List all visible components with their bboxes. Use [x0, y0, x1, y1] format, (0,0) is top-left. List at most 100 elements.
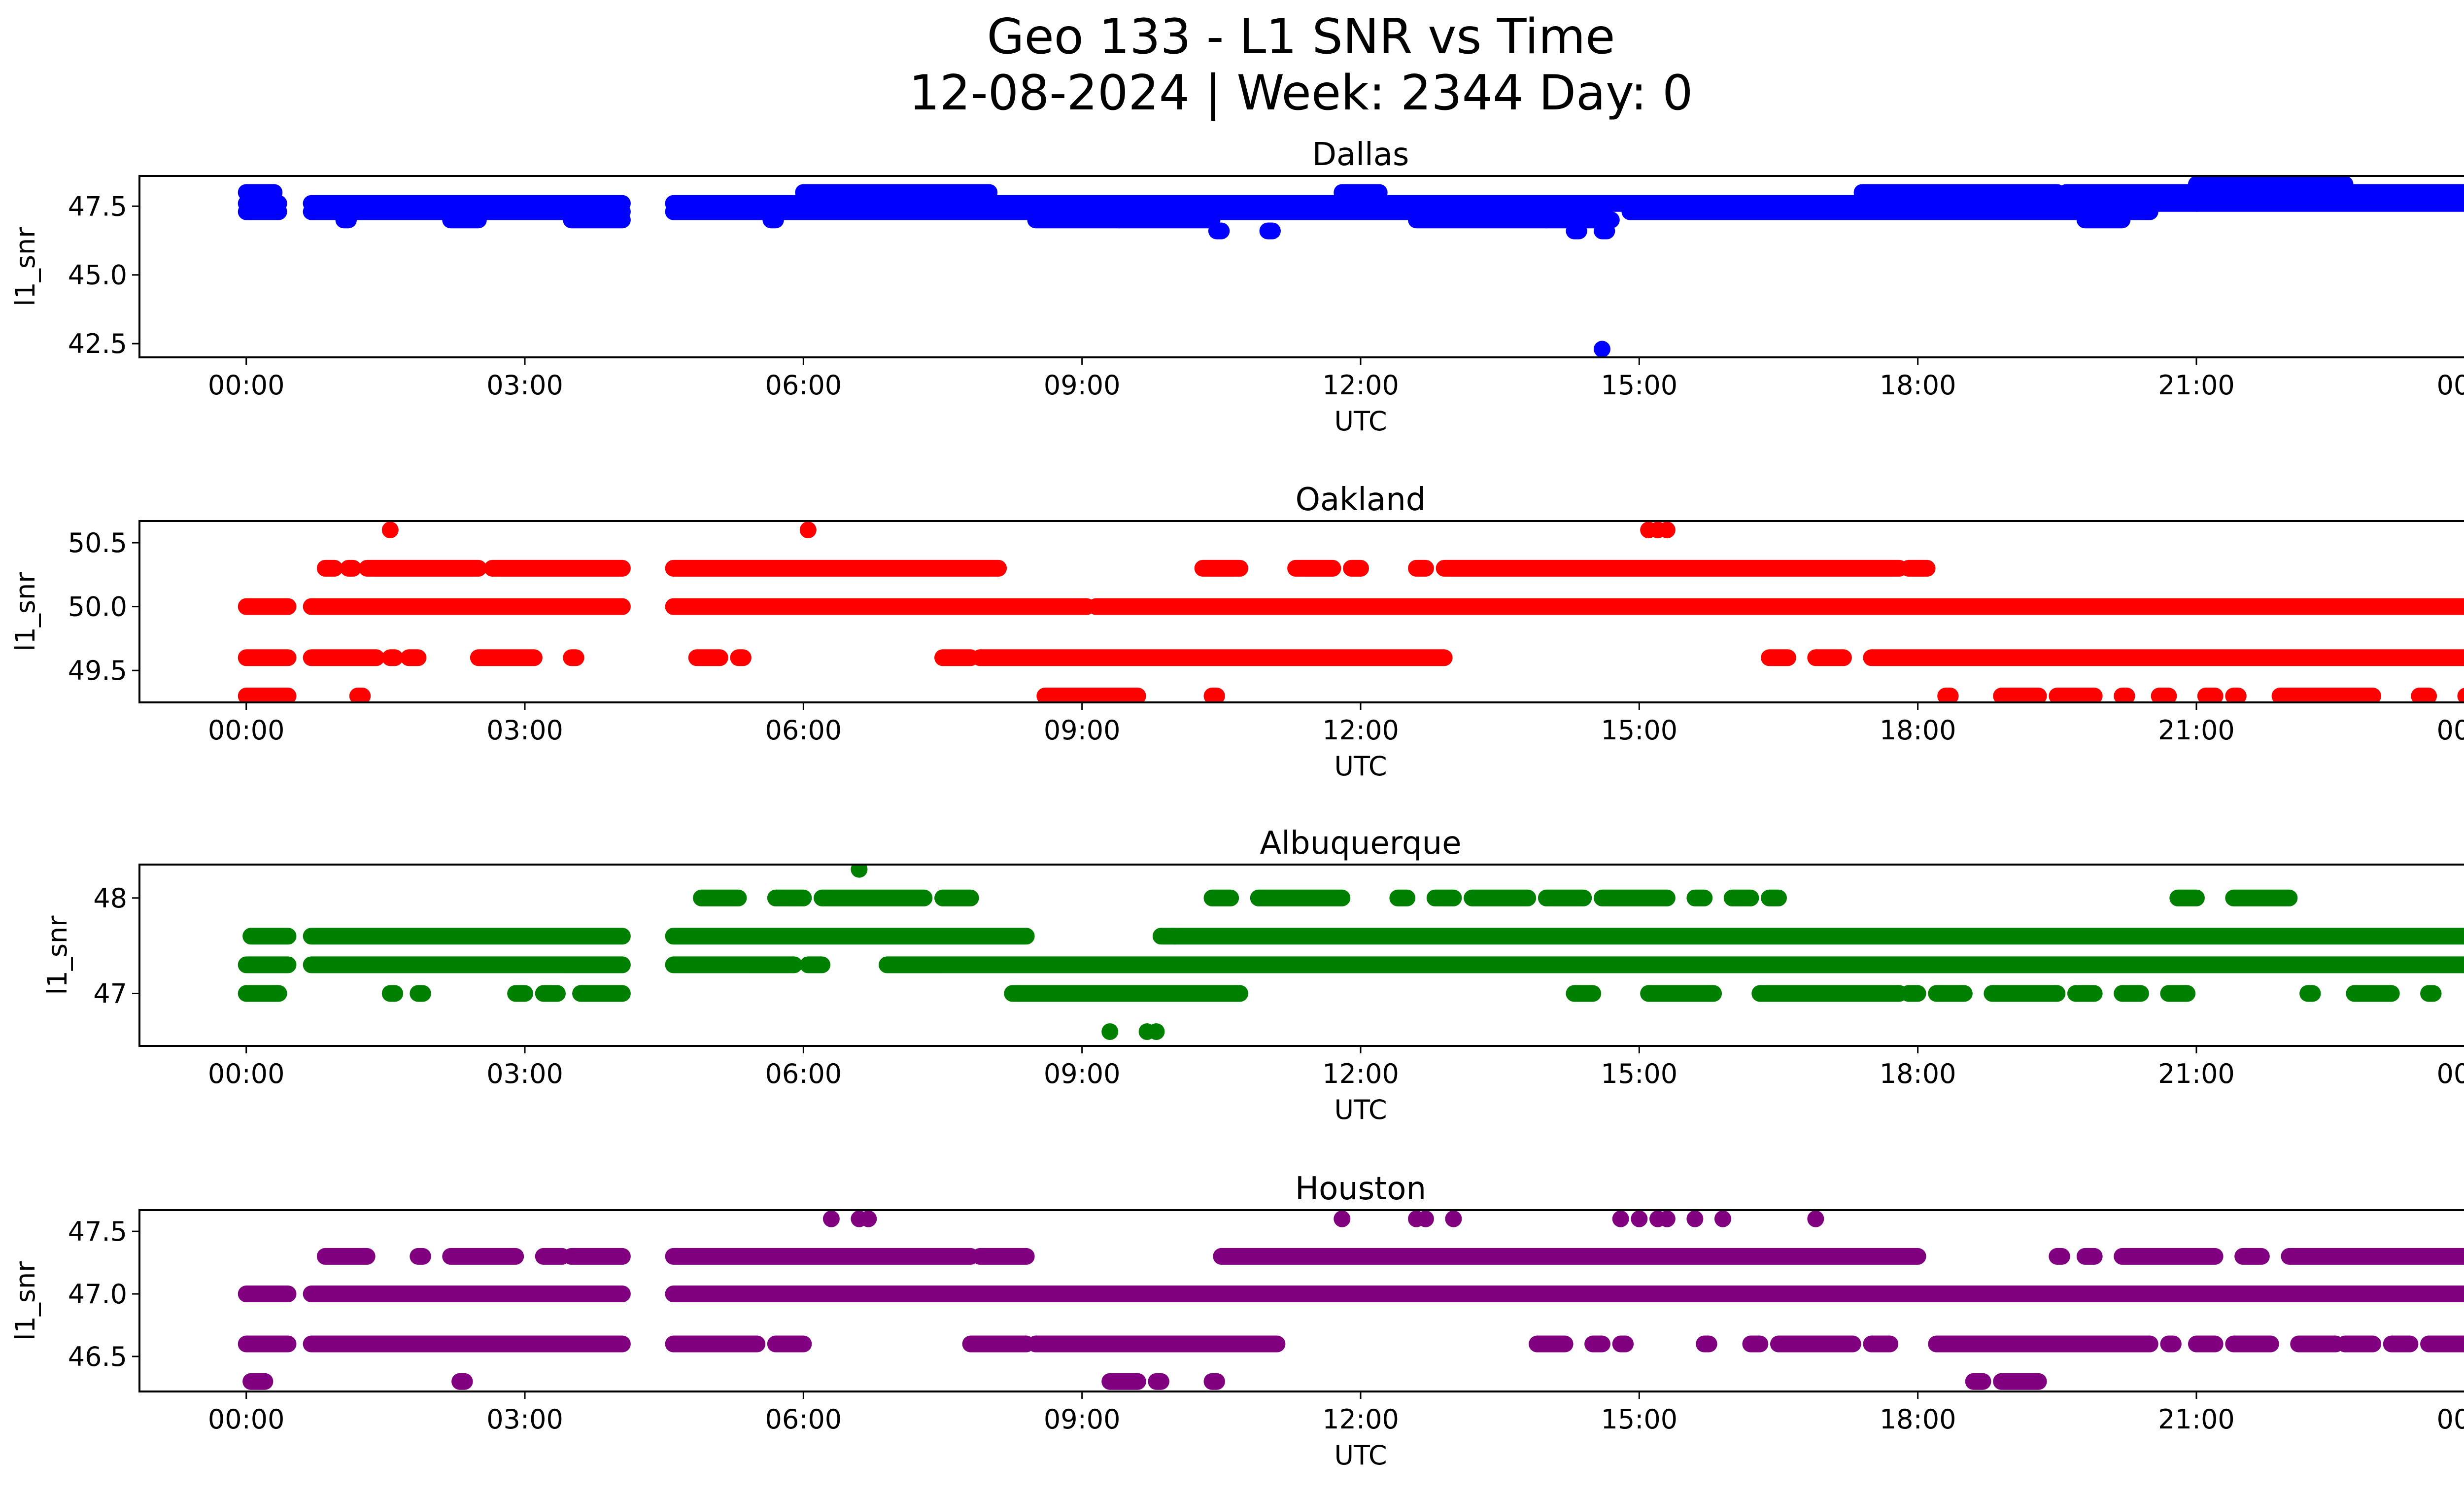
data-point-run	[1742, 1335, 1769, 1353]
data-point-run	[563, 1248, 631, 1265]
scatter-series	[238, 176, 2464, 357]
data-point-run	[563, 211, 631, 229]
data-point-run	[665, 559, 1007, 577]
data-point-run	[2290, 1335, 2344, 1353]
data-point-run	[1770, 1335, 1861, 1353]
data-point-run	[1111, 211, 1221, 229]
data-point-run	[242, 928, 297, 945]
x-tick-label: 18:00	[1880, 715, 1956, 746]
x-tick-label: 06:00	[765, 370, 842, 401]
x-axis-label: UTC	[1334, 751, 1387, 782]
x-tick-label: 09:00	[1044, 1404, 1121, 1435]
data-point-run	[1208, 222, 1230, 240]
data-point-run	[1408, 559, 1434, 577]
data-point	[381, 522, 399, 539]
data-point-run	[795, 184, 998, 201]
data-point-run	[507, 985, 534, 1002]
panel-houston: Houston 00:00 03:00 06:00 09:00 12:00 15:00 18:…	[10, 1171, 2464, 1471]
data-point-run	[2225, 1335, 2279, 1353]
data-point-run	[1389, 889, 1416, 906]
data-point-run	[410, 985, 431, 1002]
x-tick-label: 12:00	[1322, 1058, 1399, 1089]
x-tick-label: 06:00	[765, 1058, 842, 1089]
panel-title: Oakland	[1296, 482, 1426, 518]
data-point-run	[1036, 688, 1146, 702]
y-axis-label: l1_snr	[42, 915, 73, 995]
data-point-run	[665, 928, 1035, 945]
data-point-run	[2114, 688, 2135, 702]
data-point-run	[335, 211, 357, 229]
y-tick-label: 50.5	[68, 527, 127, 558]
x-tick-label: 00:00	[2436, 715, 2464, 746]
data-point	[1612, 1210, 1629, 1227]
data-point	[1101, 1023, 1119, 1040]
data-point-run	[1203, 889, 1239, 906]
y-tick-label: 47.0	[68, 1279, 127, 1310]
x-tick-label: 00:00	[208, 715, 285, 746]
data-point-run	[563, 649, 584, 666]
data-point-run	[1250, 889, 1351, 906]
x-tick-label: 09:00	[1044, 1058, 1121, 1089]
data-point-run	[303, 598, 631, 615]
y-tick-label: 42.5	[68, 328, 127, 359]
data-point-run	[2299, 985, 2321, 1002]
data-point	[1334, 1210, 1351, 1227]
data-point-run	[2281, 1248, 2464, 1265]
data-point-run	[1928, 1335, 2158, 1353]
data-point-run	[316, 1248, 376, 1265]
data-point-run	[1696, 1335, 1717, 1353]
x-tick-label: 18:00	[1880, 1404, 1956, 1435]
data-point-run	[2076, 1248, 2103, 1265]
data-point-run	[349, 688, 371, 702]
data-point-run	[238, 1335, 297, 1353]
data-point-run	[2383, 1335, 2419, 1353]
data-point-run	[1965, 1373, 1991, 1390]
x-tick-label: 00:00	[208, 1404, 285, 1435]
data-point-run	[1166, 928, 2464, 945]
x-tick-label: 15:00	[1601, 715, 1678, 746]
data-point-run	[1993, 688, 2047, 702]
data-point-run	[1004, 985, 1249, 1002]
data-point-run	[2049, 688, 2103, 702]
data-point-run	[238, 1286, 297, 1303]
data-point-run	[410, 1248, 431, 1265]
x-tick-label: 03:00	[486, 715, 563, 746]
x-tick-label: 15:00	[1601, 1058, 1678, 1089]
data-point-run	[814, 889, 933, 906]
data-point-run	[2169, 889, 2205, 906]
data-point	[1631, 1210, 1648, 1227]
data-point-run	[1194, 559, 1249, 577]
data-point-run	[962, 1335, 1035, 1353]
y-axis-label: l1_snr	[10, 227, 41, 307]
data-point-run	[2420, 1335, 2464, 1353]
data-point-run	[1101, 1373, 1146, 1390]
data-point-run	[2160, 985, 2196, 1002]
data-point-run	[1426, 889, 1462, 906]
data-point-run	[1287, 559, 1341, 577]
panel-albuquerque: Albuquerque 00:00 03:00 06:00 09:00 12:00 15:0…	[42, 825, 2464, 1125]
data-point-run	[451, 1373, 473, 1390]
data-point-run	[340, 559, 362, 577]
x-tick-label: 12:00	[1322, 1404, 1399, 1435]
data-point-run	[1640, 985, 1722, 1002]
data-point-run	[971, 649, 1453, 666]
x-tick-label: 03:00	[486, 370, 563, 401]
x-tick-label: 03:00	[486, 1058, 563, 1089]
data-point-run	[767, 889, 812, 906]
data-point-run	[238, 184, 283, 201]
data-point-run	[665, 1286, 2464, 1303]
data-point-run	[1761, 889, 1787, 906]
data-point-run	[2457, 688, 2464, 702]
x-tick-label: 03:00	[486, 1404, 563, 1435]
x-tick-label: 21:00	[2158, 1404, 2235, 1435]
data-point	[822, 1210, 840, 1227]
data-point-run	[1343, 559, 1369, 577]
data-point	[1686, 1210, 1704, 1227]
data-point-run	[2114, 1248, 2224, 1265]
panel-title: Dallas	[1312, 137, 1409, 173]
x-tick-label: 15:00	[1601, 1404, 1678, 1435]
data-point-run	[1027, 211, 1128, 229]
data-point-run	[242, 1373, 274, 1390]
data-point-run	[2067, 985, 2103, 1002]
panel-dallas: Dallas 00:00 03:00 06:00 09:00 12:00 15:00 18:0…	[10, 137, 2464, 437]
